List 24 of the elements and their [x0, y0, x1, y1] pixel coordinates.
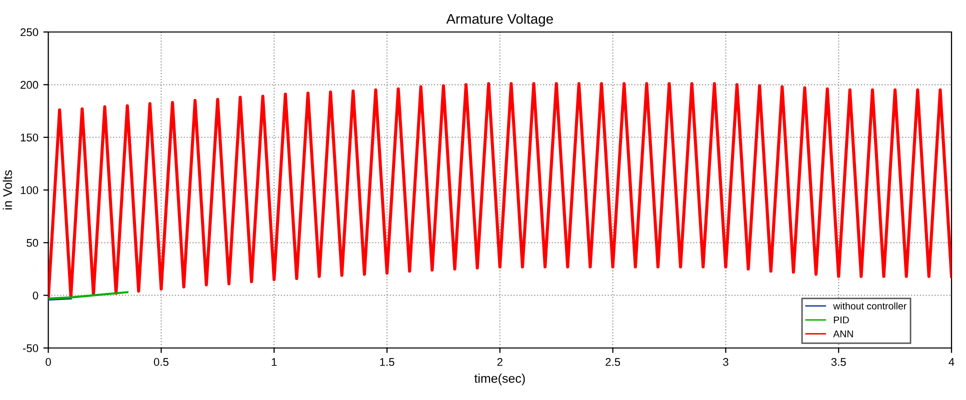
- x-tick-label: 1: [272, 358, 277, 366]
- line-series: [48, 82, 952, 300]
- x-tick-label: 3.5: [831, 358, 846, 366]
- legend-label: without controller: [833, 302, 906, 310]
- chart-title: Armature Voltage: [446, 14, 553, 27]
- y-tick-label: -50: [23, 344, 38, 352]
- x-tick-label: 0: [46, 358, 51, 366]
- x-axis-title: time(sec): [474, 374, 525, 386]
- y-tick-label: 0: [32, 292, 38, 300]
- x-tick-label: 0.5: [154, 358, 168, 366]
- y-tick-label: 100: [20, 186, 38, 194]
- y-axis-title: in Volts: [2, 170, 12, 210]
- line-series: [48, 291, 128, 300]
- legend-label: PID: [834, 316, 849, 324]
- x-tick-label: 3: [723, 358, 728, 366]
- x-tick-label: 4: [948, 358, 954, 366]
- y-tick-label: 150: [20, 134, 38, 142]
- y-tick-label: 200: [20, 80, 38, 89]
- y-tick-label: 250: [20, 28, 38, 36]
- x-tick-label: 2: [497, 358, 502, 366]
- legend-label: ANN: [833, 330, 853, 338]
- x-tick-label: 2.5: [606, 358, 620, 366]
- y-tick-label: 50: [26, 238, 38, 247]
- x-tick-label: 1.5: [380, 358, 394, 366]
